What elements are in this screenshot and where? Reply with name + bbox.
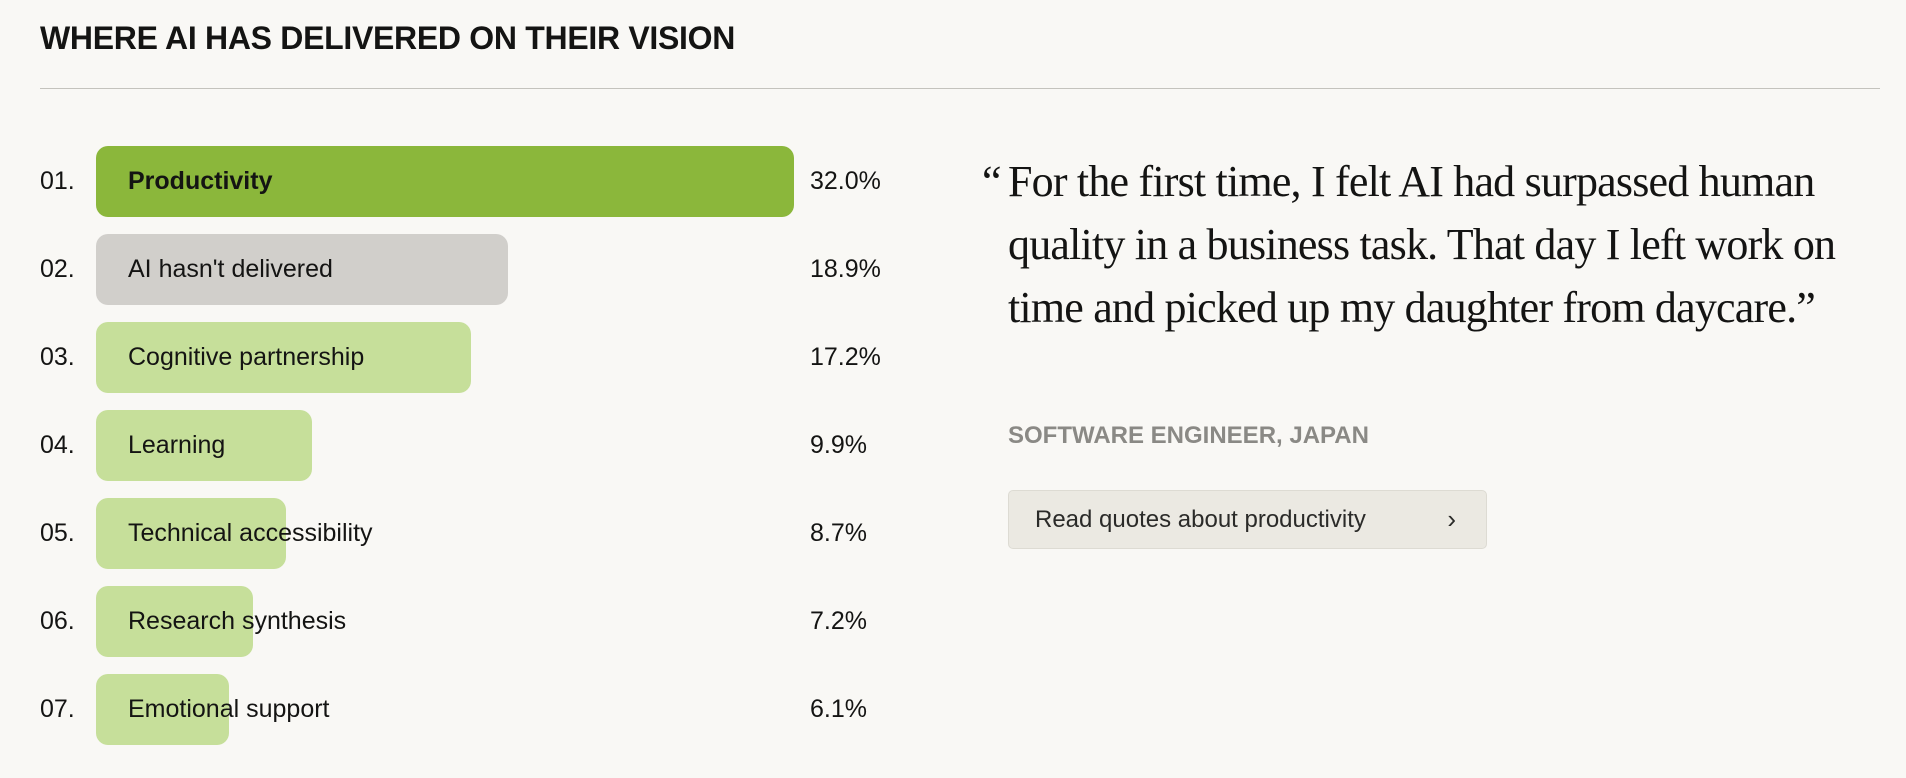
bar	[96, 234, 509, 305]
bar	[96, 586, 254, 657]
rank-label: 06.	[40, 607, 75, 635]
bar	[96, 674, 230, 745]
quote-attribution: SOFTWARE ENGINEER, JAPAN	[1008, 422, 1369, 449]
quote: “For the first time, I felt AI had surpa…	[982, 150, 1888, 339]
chevron-right-icon: ›	[1447, 504, 1456, 534]
category-label: Productivity	[128, 167, 273, 195]
read-quotes-button[interactable]: Read quotes about productivity ›	[1008, 490, 1487, 549]
category-label: Emotional support	[128, 695, 330, 723]
section-title: WHERE AI HAS DELIVERED ON THEIR VISION	[40, 20, 736, 56]
bar	[96, 410, 312, 481]
read-quotes-label: Read quotes about productivity	[1035, 506, 1366, 533]
chart-row: 06. Research synthesis 7.2%	[0, 586, 920, 657]
rank-label: 07.	[40, 695, 75, 723]
category-label: Research synthesis	[128, 607, 347, 635]
bar	[96, 322, 472, 393]
category-label: Cognitive partnership	[128, 343, 365, 371]
rank-label: 05.	[40, 519, 75, 547]
chart-row: 04. Learning 9.9%	[0, 410, 920, 481]
chart-row: 02. AI hasn't delivered 18.9%	[0, 234, 920, 305]
chart-row: 03. Cognitive partnership 17.2%	[0, 322, 920, 393]
value-label: 17.2%	[810, 343, 881, 371]
value-label: 18.9%	[810, 255, 881, 283]
chart-row: 05. Technical accessibility 8.7%	[0, 498, 920, 569]
rank-label: 01.	[40, 167, 75, 195]
chart-row: 07. Emotional support 6.1%	[0, 674, 920, 745]
chart-row: 01. Productivity 32.0%	[0, 146, 920, 217]
rank-label: 04.	[40, 431, 75, 459]
category-label: Technical accessibility	[128, 519, 373, 547]
value-label: 6.1%	[810, 695, 867, 723]
bar	[96, 146, 794, 217]
value-label: 32.0%	[810, 167, 881, 195]
rank-label: 03.	[40, 343, 75, 371]
quote-text: For the first time, I felt AI had surpas…	[1008, 157, 1836, 332]
divider	[40, 88, 1880, 89]
category-label: Learning	[128, 431, 226, 459]
open-quote-mark: “	[982, 157, 1002, 206]
category-label: AI hasn't delivered	[128, 255, 333, 283]
value-label: 9.9%	[810, 431, 867, 459]
value-label: 7.2%	[810, 607, 867, 635]
bar	[96, 498, 286, 569]
rank-label: 02.	[40, 255, 75, 283]
value-label: 8.7%	[810, 519, 867, 547]
